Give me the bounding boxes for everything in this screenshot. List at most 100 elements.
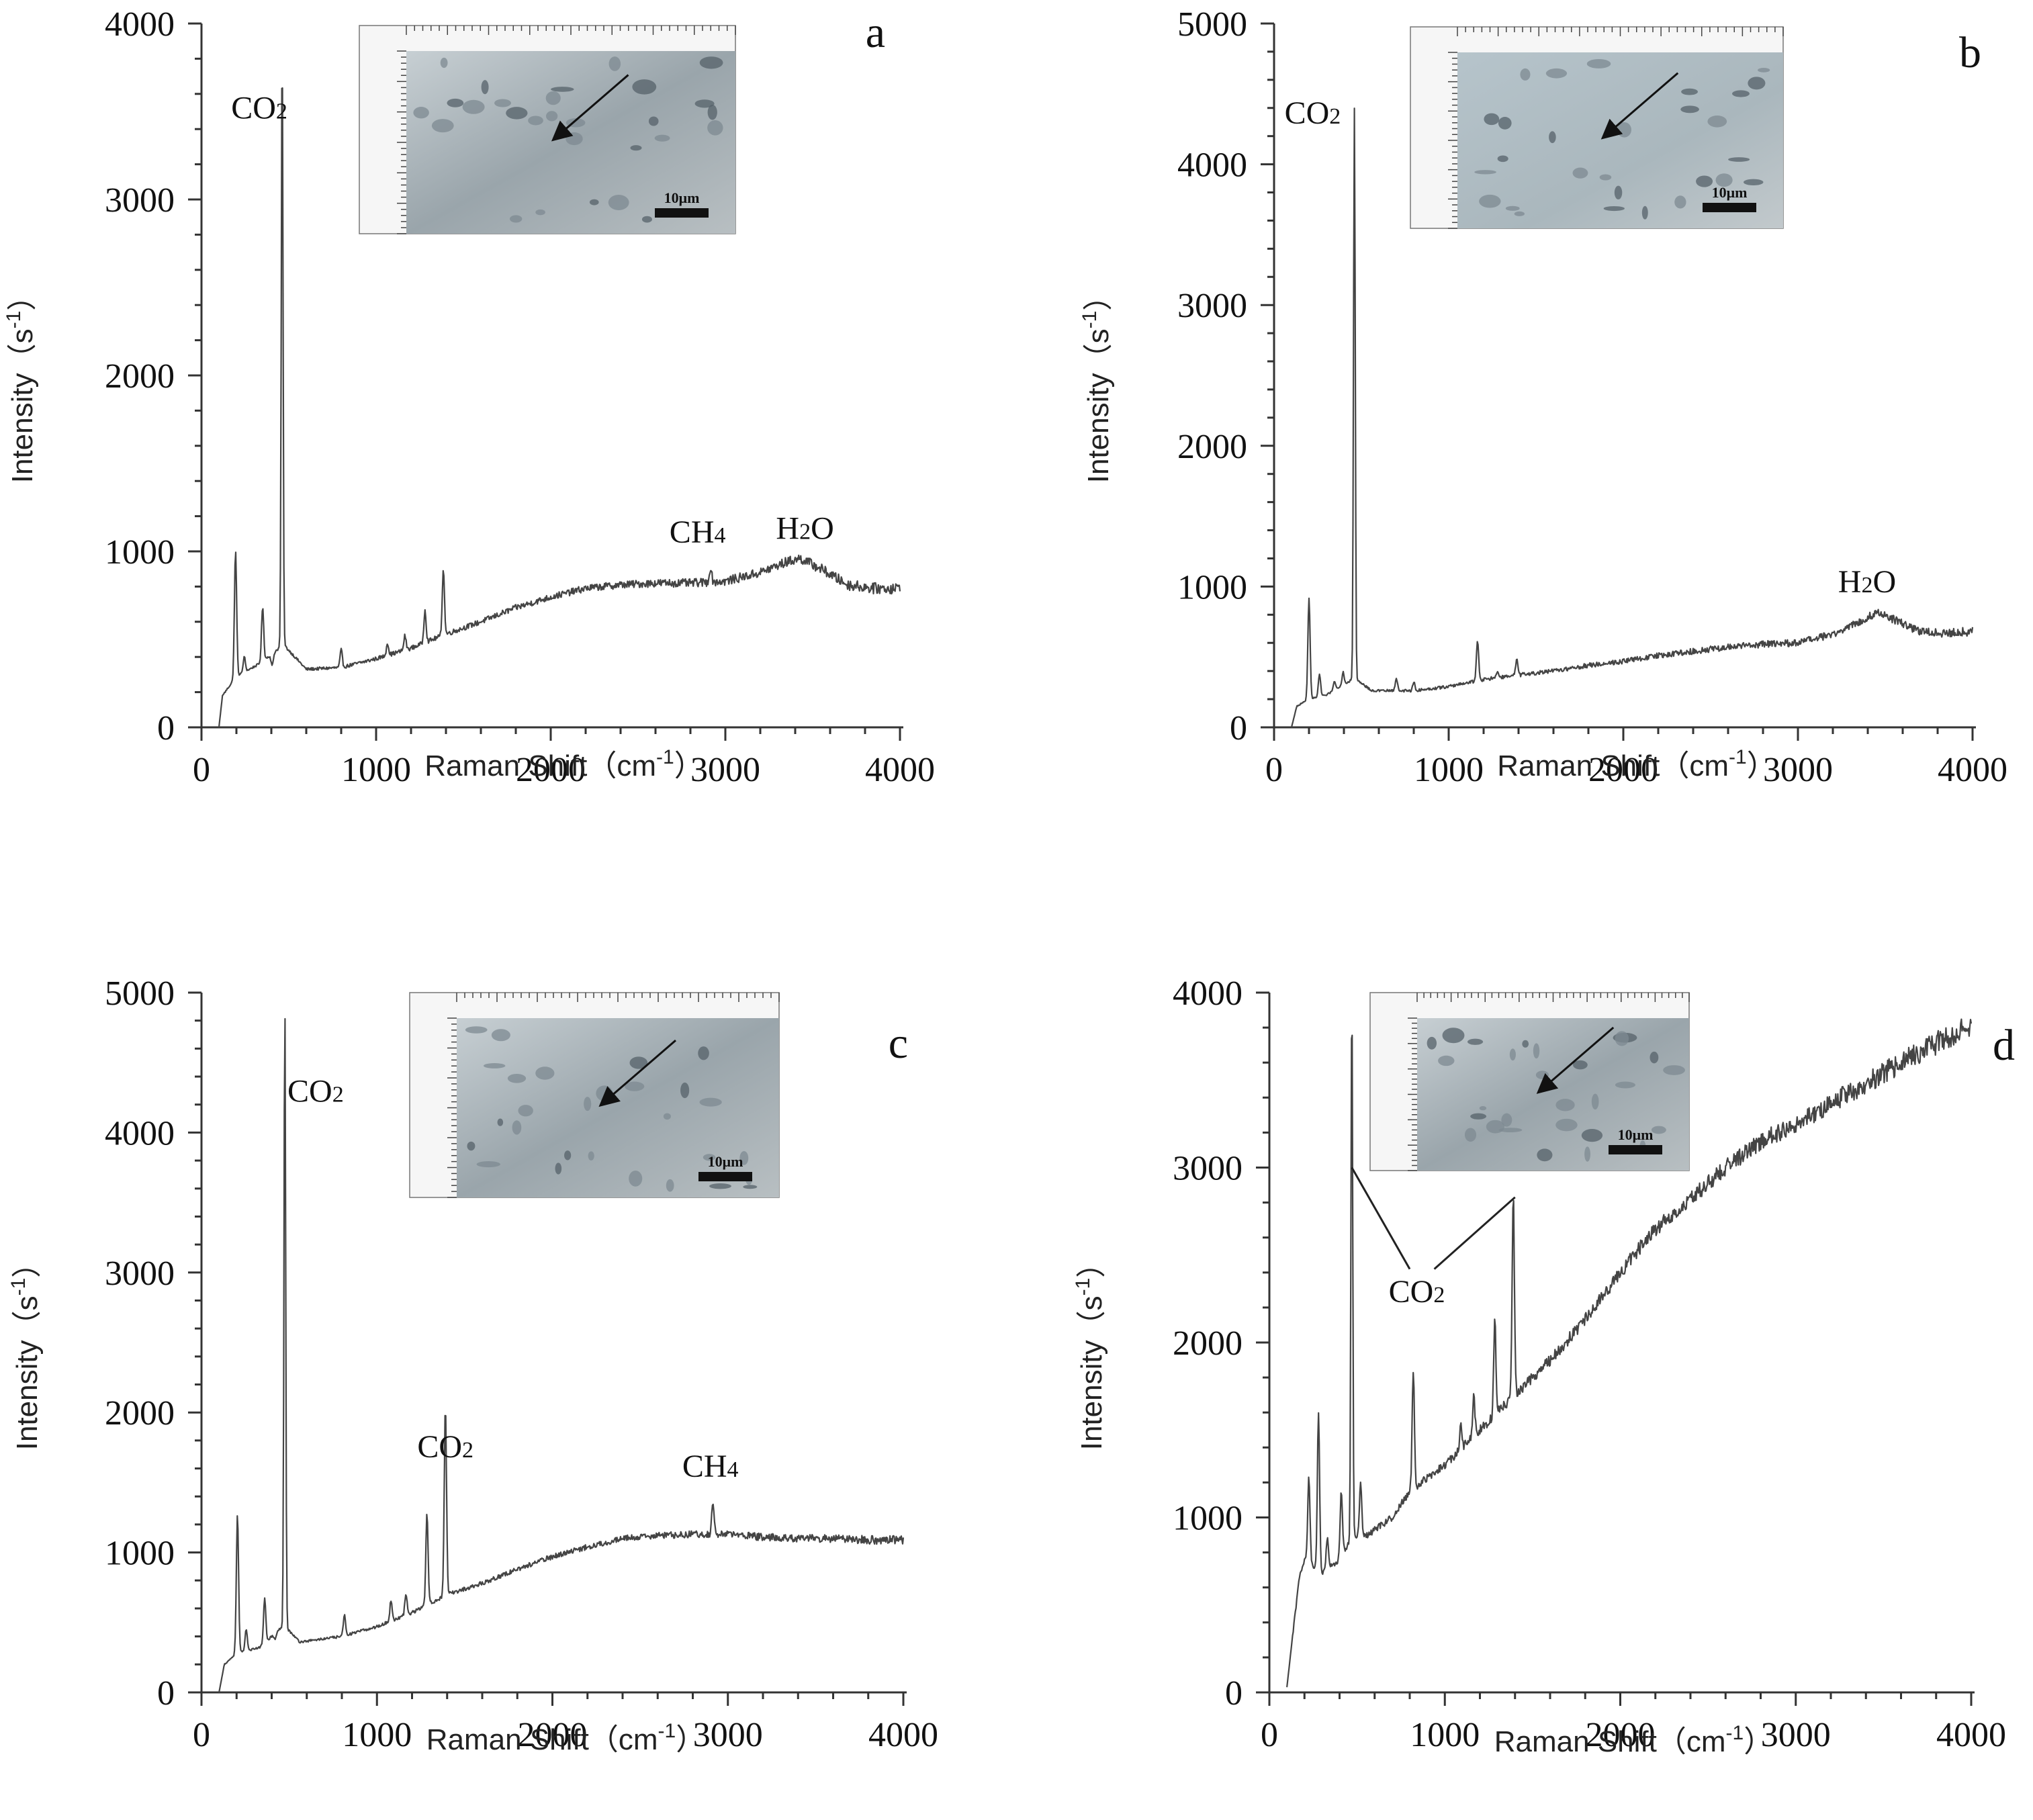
inclusion-spot (1484, 113, 1500, 126)
spectrum-line (218, 1017, 905, 1693)
x-tick-label: 3000 (693, 1716, 763, 1754)
inclusion-spot (481, 80, 489, 95)
y-tick-label: 2000 (1173, 1324, 1243, 1363)
inclusion-spot (1696, 175, 1713, 187)
inclusion-spot (1514, 211, 1525, 216)
scale-bar-label: 10μm (664, 189, 700, 206)
inclusion-spot (1537, 1148, 1553, 1162)
inclusion-spot (1479, 194, 1501, 208)
inclusion-spot (698, 1046, 709, 1060)
inclusion-spot (467, 1141, 476, 1151)
scale-bar-label: 10μm (1618, 1126, 1654, 1143)
x-tick-label: 2000 (518, 1716, 588, 1754)
x-axis-label: Raman Shift（cm-1） (424, 746, 703, 782)
panel-b: 0 1000 2000 3000 4000 5000 0 1000 2000 3000 4000 Ra… (1079, 5, 2007, 789)
inclusion-spot (447, 98, 464, 107)
panel-letter: c (889, 1019, 908, 1068)
y-tick-label: 4000 (105, 1114, 175, 1152)
y-tick-label: 1000 (1177, 568, 1247, 606)
inclusion-spot (476, 1161, 500, 1168)
annotation-leader-line (1433, 1196, 1516, 1270)
inclusion-spot (494, 99, 511, 107)
y-tick-label: 3000 (1173, 1150, 1243, 1188)
inclusion-spot (535, 1066, 555, 1080)
inclusion-spot (739, 1150, 749, 1165)
inclusion-spot (648, 116, 659, 126)
inset-photo (1457, 52, 1783, 228)
inclusion-spot (509, 215, 523, 223)
inclusion-spot (1650, 1051, 1659, 1064)
inclusion-spot (1743, 179, 1764, 185)
inclusion-spot (1651, 1126, 1666, 1134)
y-axis-label: Intensity（s-1） (1079, 281, 1115, 484)
inclusion-spot (566, 132, 583, 146)
scale-bar (1609, 1145, 1662, 1154)
inclusion-spot (1520, 68, 1531, 81)
x-tick-label: 4000 (1938, 751, 2007, 789)
inclusion-spot (694, 99, 715, 108)
y-tick-label: 0 (1225, 1674, 1243, 1713)
scale-bar (1703, 203, 1756, 212)
inclusion-spot (641, 216, 652, 223)
scale-bar (655, 208, 709, 218)
inclusion-spot (535, 209, 545, 216)
inclusion-spot (1470, 1113, 1487, 1120)
inclusion-spot (629, 1171, 643, 1187)
inclusion-spot (1509, 1048, 1516, 1061)
inclusion-spot (1584, 1146, 1590, 1162)
inclusion-spot (654, 134, 670, 142)
y-tick-label: 2000 (105, 357, 175, 396)
peak-annotation: CO2 (231, 90, 287, 126)
inclusion-spot (1748, 77, 1766, 90)
peak-annotation: CH4 (670, 514, 726, 550)
inclusion-spot (1674, 195, 1686, 209)
inclusion-spot (1497, 155, 1508, 163)
inclusion-spot (1549, 131, 1556, 144)
x-tick-label: 0 (193, 751, 210, 789)
inclusion-spot (491, 1029, 510, 1042)
x-tick-label: 0 (1261, 1716, 1278, 1754)
inclusion-spot (1603, 206, 1625, 212)
inclusion-spot (1615, 1031, 1629, 1046)
annotation-leader-line (1351, 1167, 1411, 1270)
y-tick-label: 0 (157, 709, 175, 747)
y-tick-label: 0 (157, 1674, 175, 1713)
spectrum-line (1290, 107, 1974, 728)
x-tick-label: 1000 (341, 751, 411, 789)
x-tick-label: 3000 (1761, 1716, 1831, 1754)
x-tick-label: 1000 (1410, 1716, 1480, 1754)
y-tick-label: 5000 (105, 974, 175, 1013)
inclusion-spot (709, 1183, 731, 1189)
inclusion-spot (1467, 1038, 1484, 1045)
x-tick-label: 2000 (1586, 1716, 1656, 1754)
panel-letter: a (866, 8, 885, 57)
y-axis-label: Intensity（s-1） (1072, 1248, 1108, 1451)
inclusion-spot (1732, 90, 1750, 97)
inclusion-spot (1641, 206, 1648, 220)
x-tick-label: 4000 (868, 1716, 938, 1754)
inclusion-spot (462, 99, 485, 114)
inclusion-spot (506, 107, 528, 120)
inclusion-spot (1442, 1028, 1465, 1044)
scale-bar-label: 10μm (1712, 184, 1748, 201)
inclusion-spot (625, 1081, 645, 1091)
inclusion-spot (1501, 1113, 1512, 1127)
inclusion-spot (483, 1063, 506, 1068)
spectrum-line (1286, 1018, 1973, 1688)
y-tick-label: 1000 (1173, 1500, 1243, 1538)
inclusion-spot (440, 57, 448, 69)
inclusion-spot (1681, 88, 1698, 95)
x-axis-label: Raman Shift（cm-1） (1497, 746, 1776, 782)
inclusion-spot (630, 145, 642, 151)
panel-d: 0 1000 2000 3000 4000 0 1000 2000 3000 4000 Raman … (1072, 974, 2015, 1758)
x-tick-label: 1000 (1414, 751, 1484, 789)
inclusion-spot (431, 119, 454, 133)
inclusion-spot (1486, 1120, 1505, 1134)
inclusion-spot (1545, 68, 1568, 79)
inclusion-spot (546, 111, 558, 122)
inclusion-spot (1427, 1036, 1437, 1050)
inset-arrow (551, 74, 629, 142)
y-tick-label: 2000 (105, 1394, 175, 1432)
peak-annotation: CO2 (1285, 95, 1341, 131)
